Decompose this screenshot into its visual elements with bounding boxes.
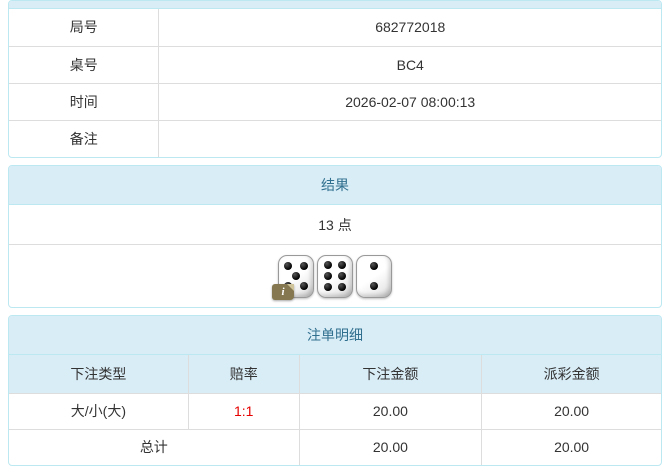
- col-header-bet-type: 下注类型: [9, 355, 189, 394]
- remark-value: [158, 119, 661, 157]
- die-pip: [299, 282, 308, 291]
- table-row: 大/小(大) 1:1 20.00 20.00: [9, 392, 661, 430]
- bet-details-table: 下注类型 赔率 下注金额 派彩金额 大/小(大) 1:1 20.00 20.00…: [9, 355, 661, 465]
- remark-label: 备注: [9, 119, 160, 157]
- col-header-bet-amount: 下注金额: [298, 355, 483, 394]
- bet-amount-value: 20.00: [298, 392, 483, 430]
- die-pip: [324, 282, 333, 291]
- bet-type-value: 大/小(大): [9, 392, 189, 430]
- die-pip: [299, 261, 308, 270]
- table-id-value: BC4: [158, 45, 661, 84]
- info-icon[interactable]: i: [272, 283, 294, 300]
- die-pip: [370, 262, 378, 271]
- total-label: 总计: [9, 428, 300, 465]
- table-header-row: 下注类型 赔率 下注金额 派彩金额: [9, 355, 661, 394]
- die-pip: [337, 261, 346, 270]
- dice-strip: i: [272, 254, 392, 300]
- table-row: 备注: [9, 119, 661, 157]
- result-panel: 结果 13 点 i: [8, 165, 662, 308]
- time-value: 2026-02-07 08:00:13: [158, 82, 661, 121]
- die-pip: [337, 282, 346, 291]
- table-id-label: 桌号: [9, 45, 160, 84]
- game-info-table: 局号 682772018 桌号 BC4 时间 2026-02-07 08:00:…: [9, 9, 661, 157]
- table-row: 局号 682772018: [9, 9, 661, 47]
- col-header-odds: 赔率: [187, 355, 300, 394]
- time-label: 时间: [9, 82, 160, 121]
- total-row: 总计 20.00 20.00: [9, 428, 661, 465]
- die-2: [356, 254, 392, 298]
- die-pip: [337, 272, 346, 280]
- dice-row: i: [9, 244, 661, 307]
- round-id-value: 682772018: [158, 9, 661, 47]
- game-info-panel: 局号 682772018 桌号 BC4 时间 2026-02-07 08:00:…: [8, 0, 662, 158]
- die-pip: [292, 272, 300, 280]
- die-5: i: [272, 254, 314, 300]
- total-bet-amount: 20.00: [298, 428, 483, 465]
- die-pip: [284, 261, 293, 270]
- points-value: 13 点: [318, 216, 352, 233]
- bet-details-panel-title: 注单明细: [9, 316, 661, 355]
- table-row: 桌号 BC4: [9, 45, 661, 84]
- table-row: 时间 2026-02-07 08:00:13: [9, 82, 661, 121]
- result-panel-title: 结果: [9, 166, 661, 205]
- bet-details-panel: 注单明细 下注类型 赔率 下注金额 派彩金额 大/小(大) 1:1 20.00 …: [8, 315, 662, 466]
- payout-amount-value: 20.00: [481, 392, 661, 430]
- total-payout-amount: 20.00: [481, 428, 661, 465]
- round-id-label: 局号: [9, 9, 160, 47]
- table-row: 13 点: [9, 205, 661, 244]
- die-pip: [324, 261, 333, 270]
- die-pip: [370, 281, 378, 290]
- die-6: [317, 254, 353, 298]
- game-info-panel-header: [9, 1, 661, 9]
- die-pip: [324, 272, 333, 280]
- odds-value: 1:1: [187, 392, 300, 430]
- col-header-payout-amount: 派彩金额: [481, 355, 661, 394]
- result-table: 13 点: [9, 205, 661, 244]
